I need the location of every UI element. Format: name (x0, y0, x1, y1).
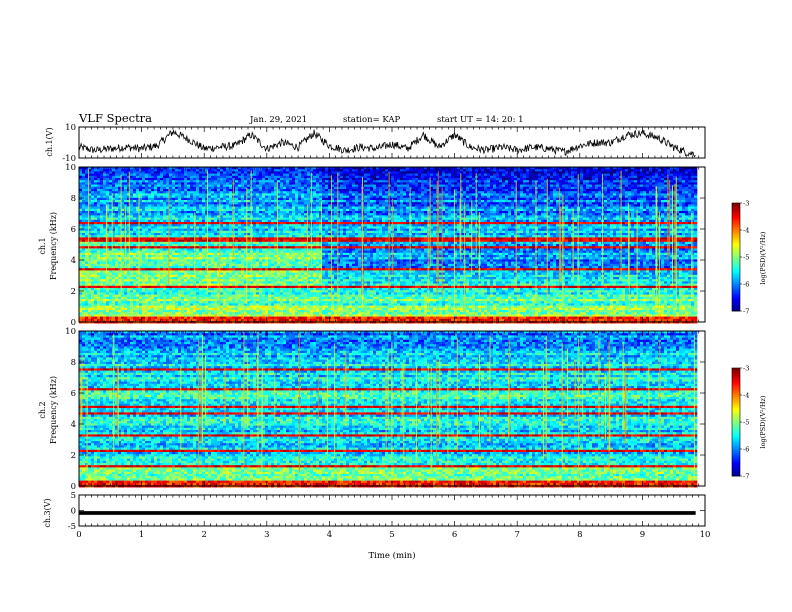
burst-lines (88, 168, 693, 313)
colorbar-tick-label: -6 (743, 281, 749, 289)
colorbar-ch2: -3 -4 -5 -6 -7 (731, 365, 749, 481)
y-tick-label: 0 (71, 318, 76, 328)
y-tick-label: 0 (71, 482, 76, 492)
start-time-label: start UT = 14: 20: 1 (437, 115, 524, 125)
y-tick-label: 6 (71, 225, 76, 235)
y-tick-label: 10 (65, 163, 76, 173)
ch1-spec-ylabel: ch.1 (38, 237, 47, 254)
x-tick-label: 5 (389, 530, 394, 540)
burst-lines (80, 331, 695, 478)
y-tick-label: 8 (71, 194, 76, 204)
x-tick-label: 0 (76, 530, 81, 540)
x-tick-label: 1 (139, 530, 144, 540)
x-ticks (78, 167, 706, 322)
date-label: Jan. 29, 2021 (249, 115, 307, 125)
y-ticks: 10 -10 (62, 123, 705, 164)
spectrogram-cells (79, 167, 698, 324)
colorbar-tick-label: -4 (743, 227, 749, 235)
y-tick-label: 4 (71, 420, 76, 430)
ch2-spec-ylabel: ch.2 (38, 401, 47, 418)
colorbar-tick-label: -7 (743, 473, 749, 481)
ch1-spectrogram-panel: 0 2 4 6 8 10 (65, 163, 706, 328)
y-ticks: 5 0 -5 (68, 491, 705, 532)
y-tick-label: 0 (71, 507, 76, 517)
x-tick-label: 9 (640, 530, 645, 540)
colorbars: -3 -4 -5 -6 -7 -3 -4 -5 -6 -7 (731, 200, 749, 481)
y-tick-label: -5 (68, 522, 76, 532)
x-tick-label: 2 (201, 530, 206, 540)
y-tick-label: 10 (65, 123, 76, 133)
y-tick-label: 2 (71, 287, 76, 297)
ch1-ylabel: ch.1(V) (45, 127, 54, 156)
y-tick-label: -10 (62, 154, 76, 164)
ch1-trace (78, 129, 696, 158)
colorbar-tick-label: -4 (743, 392, 749, 400)
station-label: station= KAP (343, 115, 401, 125)
figure-title: VLF Spectra (78, 111, 152, 125)
colorbar1-label: log(PSD)(V²/Hz) (759, 231, 767, 284)
time-axis-label: Time (min) (368, 550, 415, 561)
x-tick-label: 6 (452, 530, 457, 540)
ch1-spec-ylabel2: Frequency (kHz) (49, 212, 58, 280)
colorbar-tick-label: -6 (743, 446, 749, 454)
x-tick-label: 7 (514, 530, 519, 540)
y-tick-label: 2 (71, 451, 76, 461)
ch2-spectrogram-panel: 0 2 4 6 8 10 (65, 327, 706, 492)
x-ticks (78, 331, 706, 486)
colorbar-tick-label: -7 (743, 308, 749, 316)
y-tick-label: 10 (65, 327, 76, 337)
ch3-ylabel: ch.3(V) (43, 498, 52, 527)
colorbar-ch1: -3 -4 -5 -6 -7 (731, 200, 749, 316)
colorbar-tick-label: -3 (743, 200, 749, 208)
y-ticks: 0 2 4 6 8 10 (65, 327, 705, 492)
x-tick-label: 3 (264, 530, 269, 540)
spectrogram-cells (79, 331, 698, 488)
x-tick-label: 10 (700, 530, 711, 540)
x-ticks (78, 127, 706, 158)
colorbar-tick-label: -5 (743, 254, 749, 262)
y-tick-label: 8 (71, 358, 76, 368)
y-tick-label: 6 (71, 389, 76, 399)
ch1-waveform-panel: 10 -10 (62, 123, 706, 164)
colorbar-tick-label: -5 (743, 419, 749, 427)
x-tick-label: 4 (327, 530, 332, 540)
x-ticks: 0 1 2 3 4 5 6 7 8 9 10 (76, 495, 710, 540)
y-tick-label: 5 (71, 491, 76, 501)
y-tick-label: 4 (71, 256, 76, 266)
colorbar-tick-label: -3 (743, 365, 749, 373)
colorbar2-label: log(PSD)(V²/Hz) (759, 395, 767, 448)
y-ticks: 0 2 4 6 8 10 (65, 163, 705, 328)
ch2-spec-ylabel2: Frequency (kHz) (49, 376, 58, 444)
x-tick-label: 8 (577, 530, 582, 540)
